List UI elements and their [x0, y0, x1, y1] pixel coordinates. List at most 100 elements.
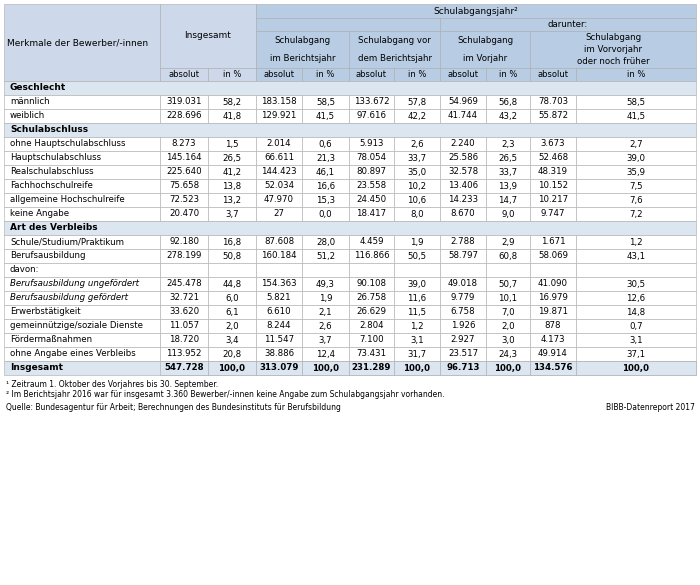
Bar — [530, 319, 576, 333]
Text: absolut: absolut — [263, 70, 295, 79]
Bar — [486, 95, 530, 109]
Bar — [530, 277, 576, 291]
Text: Berufsausbildung gefördert: Berufsausbildung gefördert — [10, 294, 128, 302]
Bar — [208, 277, 256, 291]
Text: 3.673: 3.673 — [540, 139, 566, 149]
Text: 66.611: 66.611 — [264, 153, 294, 163]
Bar — [576, 249, 696, 263]
Text: 58,5: 58,5 — [316, 98, 335, 106]
Bar — [486, 207, 530, 221]
Text: 100,0: 100,0 — [218, 363, 246, 373]
Text: 13,2: 13,2 — [223, 195, 241, 205]
Bar — [256, 95, 302, 109]
Text: dem Berichtsjahr: dem Berichtsjahr — [358, 54, 431, 63]
Text: 2.927: 2.927 — [451, 336, 475, 345]
Bar — [576, 361, 696, 375]
Bar — [4, 277, 160, 291]
Bar — [160, 165, 208, 179]
Text: 78.054: 78.054 — [356, 153, 386, 163]
Bar — [530, 151, 576, 165]
Bar — [256, 263, 302, 277]
Bar — [302, 347, 349, 361]
Bar — [4, 137, 160, 151]
Bar — [440, 165, 486, 179]
Bar — [256, 361, 302, 375]
Bar — [256, 4, 696, 18]
Bar — [440, 291, 486, 305]
Text: absolut: absolut — [356, 70, 387, 79]
Bar — [530, 333, 576, 347]
Text: 154.363: 154.363 — [261, 280, 297, 288]
Text: in %: in % — [626, 70, 645, 79]
Text: 3,0: 3,0 — [501, 336, 514, 345]
Text: 14,7: 14,7 — [498, 195, 517, 205]
Text: absolut: absolut — [538, 70, 568, 79]
Bar — [486, 193, 530, 207]
Bar — [208, 95, 256, 109]
Text: 278.199: 278.199 — [167, 252, 202, 260]
Bar — [576, 235, 696, 249]
Text: 26,5: 26,5 — [223, 153, 241, 163]
Bar — [4, 249, 160, 263]
Text: Geschlecht: Geschlecht — [10, 84, 66, 92]
Text: 228.696: 228.696 — [167, 112, 202, 121]
Bar — [302, 249, 349, 263]
Text: 30,5: 30,5 — [626, 280, 645, 288]
Bar — [530, 68, 576, 81]
Text: 10.152: 10.152 — [538, 181, 568, 191]
Bar — [208, 333, 256, 347]
Bar — [302, 235, 349, 249]
Bar — [486, 319, 530, 333]
Bar — [302, 319, 349, 333]
Text: 50,5: 50,5 — [407, 252, 426, 260]
Bar — [576, 319, 696, 333]
Bar — [208, 137, 256, 151]
Bar — [160, 95, 208, 109]
Bar — [394, 165, 440, 179]
Text: 73.431: 73.431 — [356, 349, 386, 359]
Bar — [394, 249, 440, 263]
Text: 6,0: 6,0 — [225, 294, 239, 302]
Text: 19.871: 19.871 — [538, 308, 568, 316]
Bar — [440, 249, 486, 263]
Text: 9.779: 9.779 — [451, 294, 475, 302]
Text: 2.240: 2.240 — [451, 139, 475, 149]
Bar — [208, 109, 256, 123]
Text: 52.468: 52.468 — [538, 153, 568, 163]
Text: 231.289: 231.289 — [352, 363, 391, 373]
Text: 2,0: 2,0 — [225, 322, 239, 331]
Text: 39,0: 39,0 — [407, 280, 426, 288]
Text: 1,5: 1,5 — [225, 139, 239, 149]
Text: 26.629: 26.629 — [356, 308, 386, 316]
Bar — [440, 109, 486, 123]
Text: 7,5: 7,5 — [629, 181, 643, 191]
Text: Hauptschulabschluss: Hauptschulabschluss — [10, 153, 101, 163]
Text: männlich: männlich — [10, 98, 50, 106]
Bar — [256, 31, 349, 68]
Bar — [394, 347, 440, 361]
Text: in %: in % — [316, 70, 335, 79]
Bar — [349, 249, 394, 263]
Bar — [349, 319, 394, 333]
Text: 50,7: 50,7 — [498, 280, 517, 288]
Text: 2,6: 2,6 — [410, 139, 424, 149]
Bar — [486, 68, 530, 81]
Text: 35,0: 35,0 — [407, 167, 426, 177]
Bar — [302, 207, 349, 221]
Bar — [394, 193, 440, 207]
Bar — [349, 207, 394, 221]
Bar — [394, 333, 440, 347]
Text: in %: in % — [408, 70, 426, 79]
Text: 319.031: 319.031 — [167, 98, 202, 106]
Text: 7,0: 7,0 — [501, 308, 514, 316]
Bar — [530, 137, 576, 151]
Text: 145.164: 145.164 — [166, 153, 202, 163]
Text: 10,2: 10,2 — [407, 181, 426, 191]
Bar — [440, 179, 486, 193]
Text: 14.233: 14.233 — [448, 195, 478, 205]
Bar — [349, 291, 394, 305]
Bar — [576, 193, 696, 207]
Text: 6,1: 6,1 — [225, 308, 239, 316]
Text: 25.586: 25.586 — [448, 153, 478, 163]
Text: 1.926: 1.926 — [451, 322, 475, 331]
